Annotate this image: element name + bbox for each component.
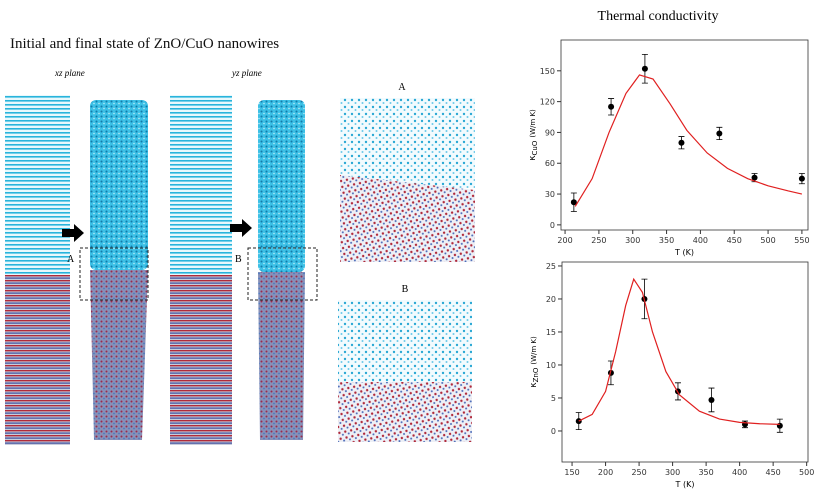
y-tick-label: 5 <box>551 394 556 403</box>
final-wire-top <box>258 100 305 272</box>
x-tick-label: 300 <box>665 468 680 477</box>
x-axis-label: T (K) <box>674 248 694 257</box>
zoom-label: B <box>402 284 409 295</box>
data-point <box>777 423 783 429</box>
arrow <box>230 219 252 237</box>
y-tick-label: 15 <box>546 328 556 337</box>
initial-wire-top <box>5 95 70 275</box>
y-tick-label: 0 <box>550 221 555 230</box>
y-axis-label-part: (W/m K) <box>529 109 537 138</box>
x-tick-label: 300 <box>625 236 640 245</box>
y-tick-label: 90 <box>545 128 555 137</box>
y-axis-label-part: CuO <box>531 140 539 155</box>
x-tick-label: 550 <box>794 236 809 245</box>
y-axis-label: κCuO(W/m K) <box>528 109 539 161</box>
y-tick-label: 0 <box>551 427 556 436</box>
y-axis-label-part: ZnO <box>532 367 540 382</box>
plane-label: xz plane <box>54 68 85 78</box>
x-tick-label: 150 <box>564 468 579 477</box>
x-tick-label: 350 <box>659 236 674 245</box>
y-tick-label: 30 <box>545 190 555 199</box>
zoom-label: A <box>398 82 406 93</box>
x-tick-label: 500 <box>760 236 775 245</box>
initial-wire-bottom <box>170 275 232 445</box>
data-point <box>608 104 614 110</box>
zoom-image <box>340 98 475 188</box>
y-tick-label: 120 <box>540 98 555 107</box>
final-wire-top <box>90 100 148 270</box>
chart-group-title: Thermal conductivity <box>598 9 719 24</box>
y-axis-label-part: (W/m K) <box>530 336 538 365</box>
x-tick-label: 200 <box>598 468 613 477</box>
data-point <box>708 397 714 403</box>
y-tick-label: 25 <box>546 262 556 271</box>
data-point <box>678 140 684 146</box>
y-tick-label: 150 <box>540 67 555 76</box>
x-tick-label: 250 <box>631 468 646 477</box>
x-tick-label: 400 <box>732 468 747 477</box>
x-tick-label: 400 <box>693 236 708 245</box>
figure-title: Initial and final state of ZnO/CuO nanow… <box>10 36 279 52</box>
x-tick-label: 350 <box>698 468 713 477</box>
x-tick-label: 450 <box>766 468 781 477</box>
figure: Initial and final state of ZnO/CuO nanow… <box>0 0 818 492</box>
x-tick-label: 500 <box>799 468 814 477</box>
final-wire-bottom <box>90 270 148 440</box>
plot-frame <box>561 40 808 230</box>
box-label: B <box>235 254 242 265</box>
plot-frame <box>562 262 808 462</box>
data-point <box>716 130 722 136</box>
zoom-image <box>340 175 475 262</box>
plane-label: yz plane <box>231 68 262 78</box>
x-tick-label: 250 <box>591 236 606 245</box>
y-tick-label: 60 <box>545 159 555 168</box>
y-tick-label: 10 <box>546 361 556 370</box>
zoom-image <box>338 300 472 382</box>
fit-curve <box>579 279 780 424</box>
zoom-image <box>338 382 472 442</box>
data-point <box>799 176 805 182</box>
initial-wire-bottom <box>5 275 70 445</box>
box-label: A <box>67 254 75 265</box>
data-point <box>642 66 648 72</box>
x-tick-label: 200 <box>557 236 572 245</box>
y-tick-label: 20 <box>546 295 556 304</box>
final-wire-bottom <box>258 272 305 440</box>
initial-wire-top <box>170 95 232 275</box>
x-tick-label: 450 <box>727 236 742 245</box>
fit-curve <box>575 75 802 206</box>
x-axis-label: T (K) <box>675 480 695 489</box>
y-axis-label: κZnO(W/m K) <box>529 336 540 388</box>
